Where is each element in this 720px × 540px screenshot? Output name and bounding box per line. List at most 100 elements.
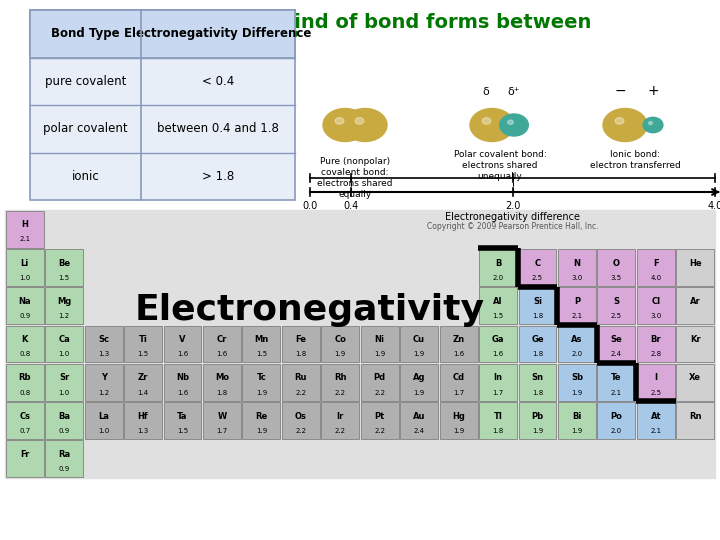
Bar	[321, 326, 359, 362]
Bar	[321, 402, 359, 439]
Text: At: At	[651, 411, 661, 421]
Text: Y: Y	[101, 373, 107, 382]
Text: 2.1: 2.1	[19, 237, 30, 242]
Text: 2.2: 2.2	[374, 389, 385, 396]
Bar	[637, 326, 675, 362]
Text: 1.3: 1.3	[98, 352, 109, 357]
Text: 2.0: 2.0	[572, 352, 582, 357]
Ellipse shape	[603, 109, 647, 141]
Ellipse shape	[355, 118, 364, 124]
Bar	[558, 287, 596, 324]
Text: Na: Na	[19, 297, 31, 306]
Text: 1.8: 1.8	[532, 352, 543, 357]
Bar	[124, 326, 162, 362]
Text: Ba: Ba	[58, 411, 70, 421]
Text: Ta: Ta	[177, 411, 188, 421]
Text: Rb: Rb	[19, 373, 31, 382]
Bar	[6, 326, 44, 362]
Text: Cu: Cu	[413, 335, 426, 344]
Text: Bi: Bi	[572, 411, 582, 421]
Text: 1.6: 1.6	[216, 352, 228, 357]
Text: I: I	[654, 373, 657, 382]
Text: 1.5: 1.5	[177, 428, 188, 434]
Text: Ga: Ga	[492, 335, 504, 344]
Text: What kind of bond forms between: What kind of bond forms between	[210, 13, 591, 32]
Ellipse shape	[343, 109, 387, 141]
Text: > 1.8: > 1.8	[202, 170, 234, 183]
Text: 1.8: 1.8	[492, 428, 504, 434]
Text: 2.0: 2.0	[611, 428, 622, 434]
Bar	[518, 326, 557, 362]
Text: 1.9: 1.9	[256, 389, 267, 396]
Bar	[203, 402, 241, 439]
Text: 1.7: 1.7	[453, 389, 464, 396]
Bar	[558, 364, 596, 401]
Text: Au: Au	[413, 411, 426, 421]
Text: 2.1: 2.1	[650, 428, 662, 434]
Text: Electronegativity: Electronegativity	[135, 293, 485, 327]
Text: Pd: Pd	[374, 373, 386, 382]
Text: 0.7: 0.7	[19, 428, 30, 434]
Bar	[45, 364, 83, 401]
Text: Te: Te	[611, 373, 621, 382]
Text: 1.8: 1.8	[216, 389, 228, 396]
Bar	[30, 10, 295, 200]
Bar	[282, 326, 320, 362]
Bar	[479, 249, 517, 286]
Bar	[282, 402, 320, 439]
Text: Cl: Cl	[652, 297, 660, 306]
Bar	[598, 364, 635, 401]
Bar	[6, 402, 44, 439]
Text: Cr: Cr	[217, 335, 227, 344]
Text: F: F	[653, 259, 659, 267]
Text: Copyright © 2009 Pearson Prentice Hall, Inc.: Copyright © 2009 Pearson Prentice Hall, …	[427, 222, 598, 231]
Text: 1.5: 1.5	[58, 275, 70, 281]
Text: 2.2: 2.2	[374, 428, 385, 434]
Ellipse shape	[323, 109, 367, 141]
Bar	[203, 326, 241, 362]
Text: H: H	[22, 220, 28, 229]
Text: Si: Si	[533, 297, 542, 306]
Text: Ra: Ra	[58, 450, 71, 459]
Text: Pt: Pt	[374, 411, 385, 421]
Text: 1.0: 1.0	[58, 389, 70, 396]
Bar	[400, 326, 438, 362]
Text: Se: Se	[611, 335, 622, 344]
Text: 0.9: 0.9	[58, 466, 70, 472]
Text: 2.2: 2.2	[295, 389, 306, 396]
Bar	[30, 10, 295, 57]
Bar	[518, 249, 557, 286]
Text: sodium and fluorine?: sodium and fluorine?	[68, 29, 300, 48]
Text: 1.2: 1.2	[58, 313, 70, 319]
Bar	[558, 402, 596, 439]
Text: 0.4: 0.4	[343, 201, 358, 211]
Text: O: O	[613, 259, 620, 267]
Bar	[45, 402, 83, 439]
Text: Electronegativity Difference: Electronegativity Difference	[125, 27, 312, 40]
Text: Be: Be	[58, 259, 71, 267]
Text: Pb: Pb	[531, 411, 544, 421]
Text: ionic: ionic	[72, 170, 99, 183]
Text: 2.2: 2.2	[335, 389, 346, 396]
Text: 2.4: 2.4	[414, 428, 425, 434]
Text: δ⁺: δ⁺	[508, 87, 521, 97]
Text: P: P	[574, 297, 580, 306]
Ellipse shape	[649, 122, 652, 125]
Text: Cs: Cs	[19, 411, 30, 421]
Text: 2.5: 2.5	[650, 389, 662, 396]
Text: B: B	[495, 259, 501, 267]
Ellipse shape	[335, 118, 344, 124]
Bar	[45, 441, 83, 477]
Bar	[6, 249, 44, 286]
Bar	[479, 287, 517, 324]
Text: 3.5: 3.5	[611, 275, 622, 281]
Bar	[440, 364, 477, 401]
Text: Mn: Mn	[254, 335, 269, 344]
Text: S: S	[613, 297, 619, 306]
Bar	[85, 364, 122, 401]
Text: 0.8: 0.8	[19, 352, 30, 357]
Text: Ag: Ag	[413, 373, 426, 382]
Text: 1.9: 1.9	[256, 428, 267, 434]
Text: Cd: Cd	[453, 373, 464, 382]
Bar	[6, 287, 44, 324]
